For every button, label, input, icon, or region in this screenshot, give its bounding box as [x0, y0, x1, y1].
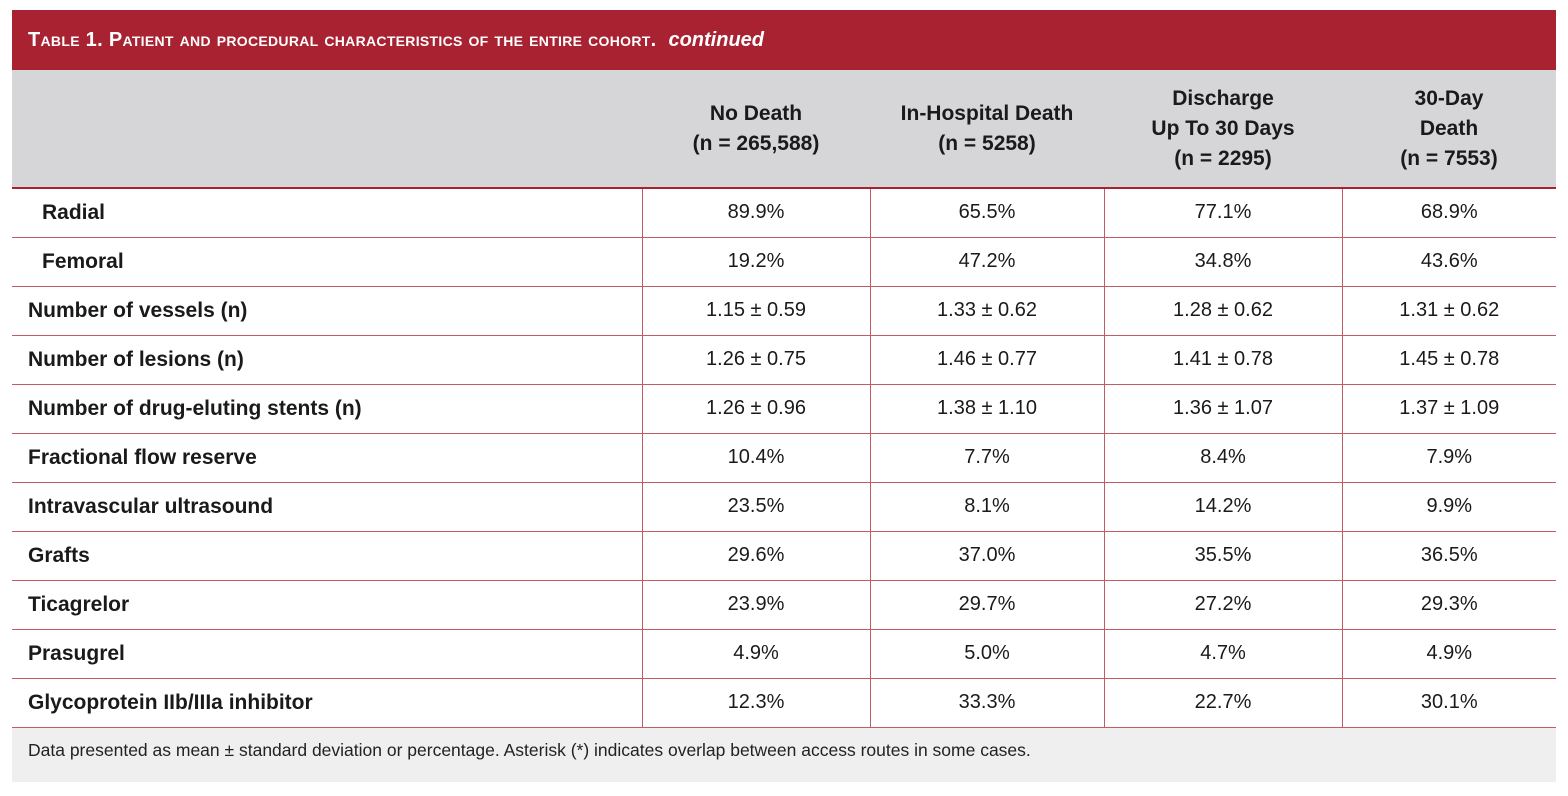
table-panel: Table 1. Patient and procedural characte…: [12, 10, 1556, 782]
row-label: Fractional flow reserve: [12, 433, 642, 483]
table-cell: 5.0%: [869, 629, 1104, 679]
row-label: Number of vessels (n): [12, 286, 642, 336]
table-header-row: No Death (n = 265,588) In-Hospital Death…: [12, 70, 1556, 189]
table-cell: 1.45 ± 0.78: [1341, 335, 1556, 385]
table-row: Glycoprotein IIb/IIIa inhibitor 12.3% 33…: [12, 678, 1556, 728]
table-cell: 89.9%: [641, 188, 870, 238]
table-cell: 4.9%: [1341, 629, 1556, 679]
table-cell: 29.3%: [1341, 580, 1556, 630]
table-cell: 1.36 ± 1.07: [1103, 384, 1342, 434]
table-cell: 35.5%: [1103, 531, 1342, 581]
table-title: Table 1. Patient and procedural characte…: [28, 28, 657, 51]
table-cell: 47.2%: [869, 237, 1104, 287]
table-cell: 14.2%: [1103, 482, 1342, 532]
table-cell: 27.2%: [1103, 580, 1342, 630]
data-table: No Death (n = 265,588) In-Hospital Death…: [12, 70, 1556, 728]
table-cell: 1.33 ± 0.62: [869, 286, 1104, 336]
table-cell: 7.7%: [869, 433, 1104, 483]
table-cell: 77.1%: [1103, 188, 1342, 238]
row-label: Ticagrelor: [12, 580, 642, 630]
table-title-bar: Table 1. Patient and procedural characte…: [12, 10, 1556, 70]
table-title-continued: continued: [668, 28, 765, 51]
column-header-no-death: No Death (n = 265,588): [642, 70, 870, 189]
row-label: Number of drug-eluting stents (n): [12, 384, 642, 434]
column-header-30-day-death: 30-Day Death (n = 7553): [1342, 70, 1556, 189]
table-row: Grafts 29.6% 37.0% 35.5% 36.5%: [12, 531, 1556, 581]
table-cell: 1.26 ± 0.96: [641, 384, 870, 434]
table-cell: 1.37 ± 1.09: [1341, 384, 1556, 434]
table-row: Prasugrel 4.9% 5.0% 4.7% 4.9%: [12, 629, 1556, 679]
header-label-cell: [12, 70, 642, 189]
table-cell: 1.46 ± 0.77: [869, 335, 1104, 385]
table-row: Number of drug-eluting stents (n) 1.26 ±…: [12, 384, 1556, 434]
table-cell: 65.5%: [869, 188, 1104, 238]
table-row: Number of lesions (n) 1.26 ± 0.75 1.46 ±…: [12, 335, 1556, 385]
row-label: Grafts: [12, 531, 642, 581]
column-header-in-hospital-death: In-Hospital Death (n = 5258): [870, 70, 1104, 189]
table-cell: 33.3%: [869, 678, 1104, 728]
column-header-discharge: Discharge Up To 30 Days (n = 2295): [1104, 70, 1342, 189]
table-cell: 1.38 ± 1.10: [869, 384, 1104, 434]
row-label: Glycoprotein IIb/IIIa inhibitor: [12, 678, 642, 728]
table-cell: 10.4%: [641, 433, 870, 483]
table-row: Radial 89.9% 65.5% 77.1% 68.9%: [12, 188, 1556, 238]
table-cell: 68.9%: [1341, 188, 1556, 238]
table-cell: 4.7%: [1103, 629, 1342, 679]
table-cell: 23.9%: [641, 580, 870, 630]
table-cell: 37.0%: [869, 531, 1104, 581]
table-cell: 12.3%: [641, 678, 870, 728]
table-cell: 19.2%: [641, 237, 870, 287]
table-row: Fractional flow reserve 10.4% 7.7% 8.4% …: [12, 433, 1556, 483]
table-cell: 1.41 ± 0.78: [1103, 335, 1342, 385]
table-cell: 29.7%: [869, 580, 1104, 630]
row-label: Number of lesions (n): [12, 335, 642, 385]
table-footnote: Data presented as mean ± standard deviat…: [12, 727, 1556, 774]
table-cell: 8.4%: [1103, 433, 1342, 483]
table-row: Femoral 19.2% 47.2% 34.8% 43.6%: [12, 237, 1556, 287]
table-cell: 4.9%: [641, 629, 870, 679]
table-cell: 1.28 ± 0.62: [1103, 286, 1342, 336]
table-row: Number of vessels (n) 1.15 ± 0.59 1.33 ±…: [12, 286, 1556, 336]
table-cell: 43.6%: [1341, 237, 1556, 287]
table-cell: 29.6%: [641, 531, 870, 581]
row-label: Femoral: [12, 237, 642, 287]
table-cell: 9.9%: [1341, 482, 1556, 532]
table-cell: 1.31 ± 0.62: [1341, 286, 1556, 336]
table-cell: 30.1%: [1341, 678, 1556, 728]
table-cell: 36.5%: [1341, 531, 1556, 581]
table-cell: 34.8%: [1103, 237, 1342, 287]
row-label: Radial: [12, 188, 642, 238]
row-label: Intravascular ultrasound: [12, 482, 642, 532]
table-cell: 1.15 ± 0.59: [641, 286, 870, 336]
table-row: Intravascular ultrasound 23.5% 8.1% 14.2…: [12, 482, 1556, 532]
table-cell: 1.26 ± 0.75: [641, 335, 870, 385]
table-cell: 7.9%: [1341, 433, 1556, 483]
table-cell: 23.5%: [641, 482, 870, 532]
table-cell: 22.7%: [1103, 678, 1342, 728]
table-cell: 8.1%: [869, 482, 1104, 532]
row-label: Prasugrel: [12, 629, 642, 679]
table-row: Ticagrelor 23.9% 29.7% 27.2% 29.3%: [12, 580, 1556, 630]
